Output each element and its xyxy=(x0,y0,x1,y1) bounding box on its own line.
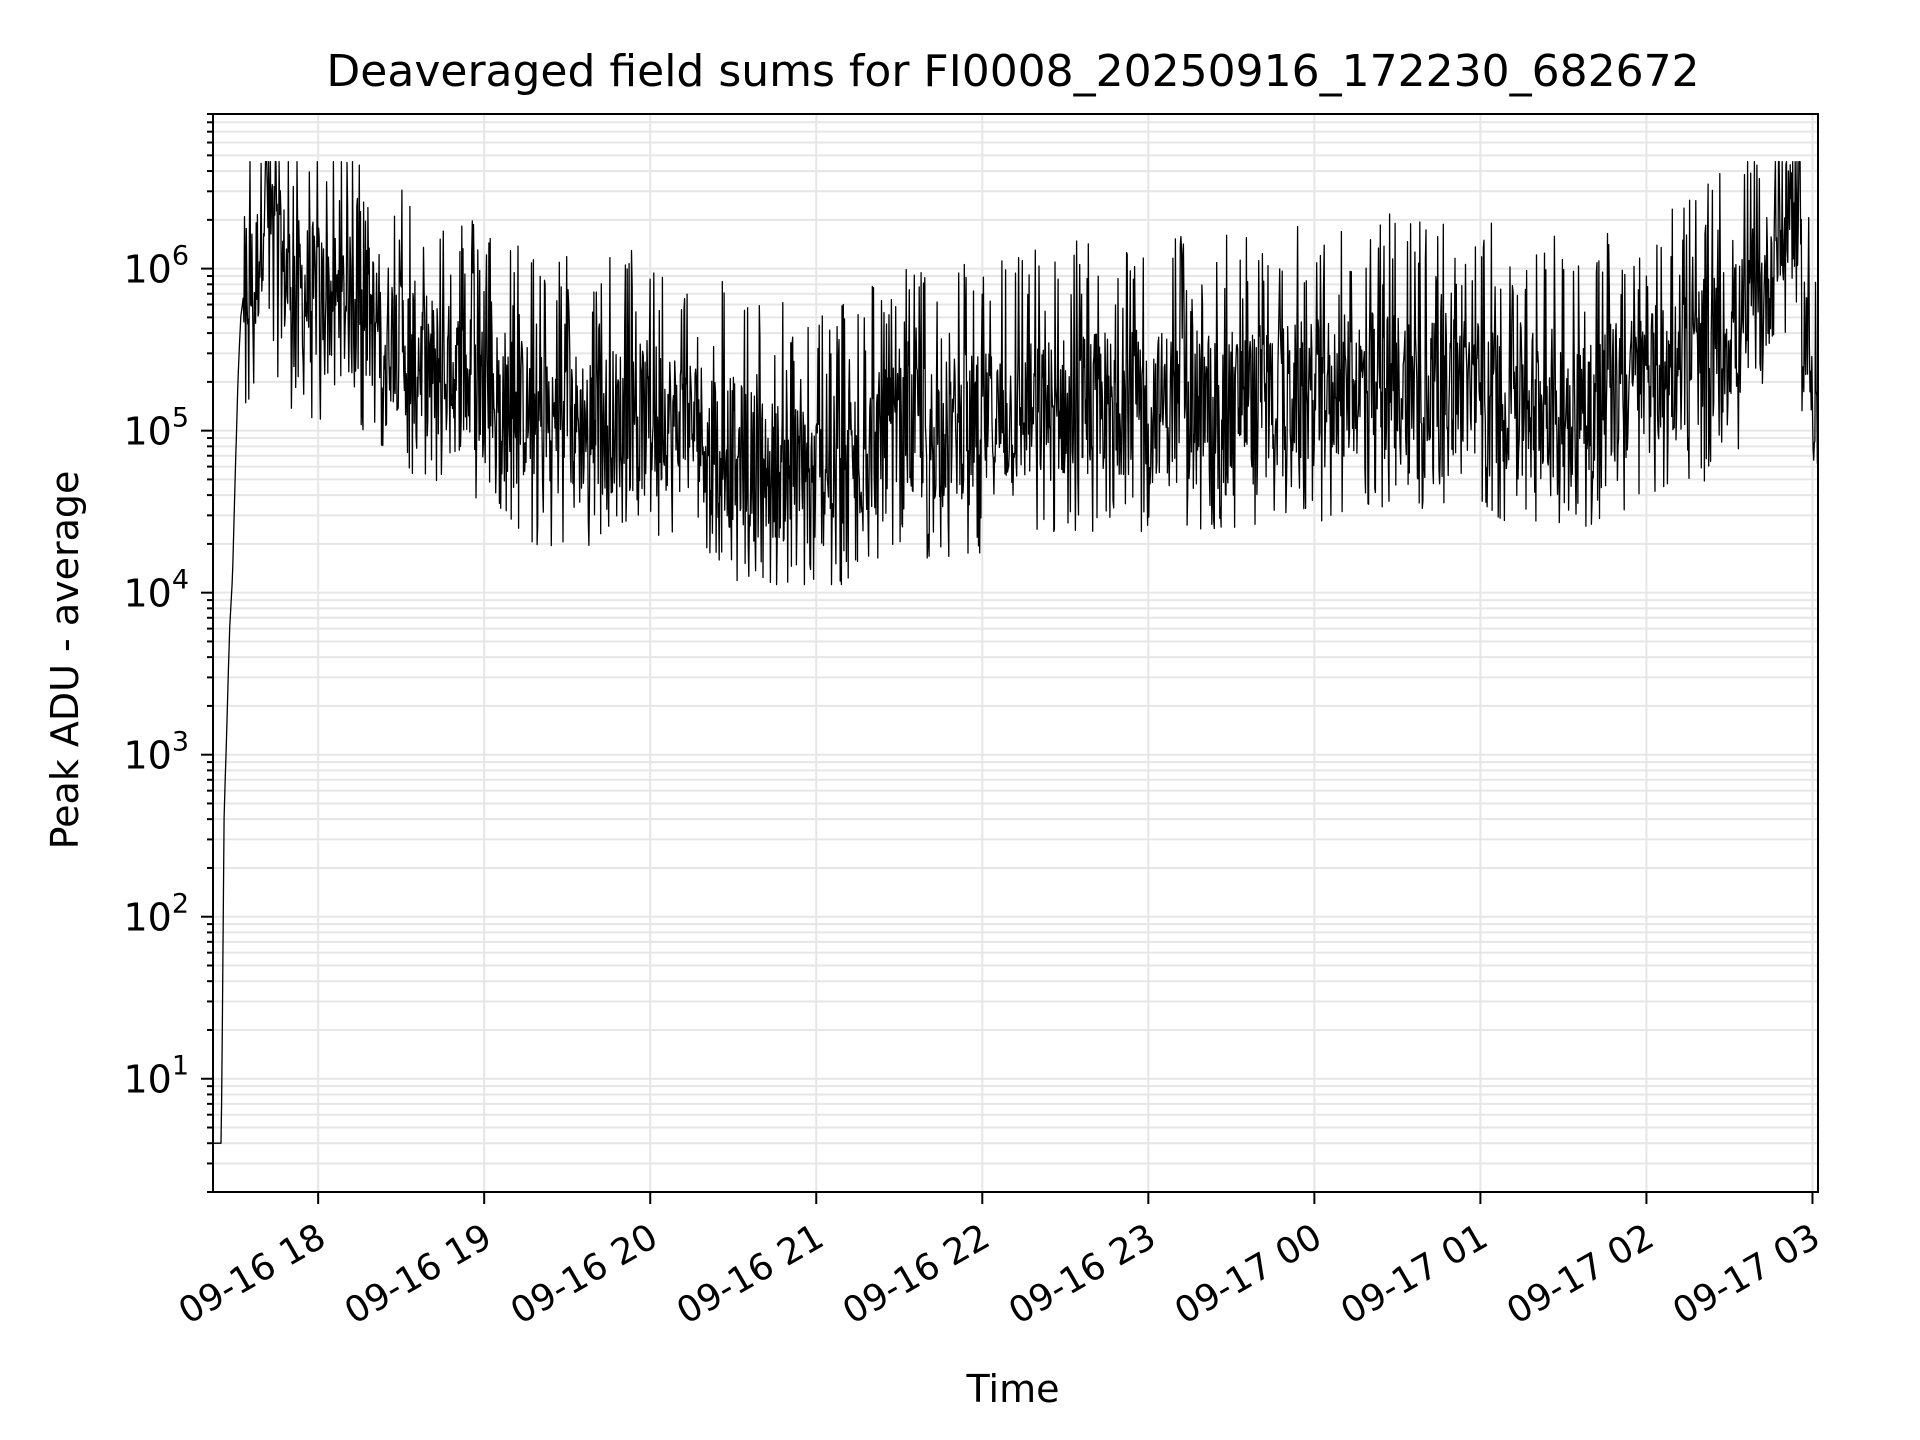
x-tick-label: 09-16 18 xyxy=(172,1216,333,1332)
x-tick-label: 09-16 20 xyxy=(504,1216,665,1332)
x-axis-label: Time xyxy=(966,1367,1060,1411)
y-tick-label: 101 xyxy=(123,1051,189,1102)
x-tick-label: 09-17 00 xyxy=(1168,1216,1329,1332)
y-tick-label: 105 xyxy=(123,403,189,454)
x-axis: 09-16 18 09-16 19 09-16 20 09-16 21 09-16 22… xyxy=(172,1192,1827,1333)
y-tick-label: 103 xyxy=(123,727,189,778)
x-tick-label: 09-17 01 xyxy=(1334,1216,1495,1332)
x-tick-label: 09-16 23 xyxy=(1002,1216,1163,1332)
chart-title: Deaveraged field sums for FI0008_2025091… xyxy=(326,46,1699,97)
y-tick-label: 104 xyxy=(123,565,189,616)
x-tick-label: 09-17 03 xyxy=(1666,1216,1827,1332)
y-tick-label: 106 xyxy=(123,241,189,292)
y-axis: 101 102 103 104 105 106 xyxy=(123,113,213,1193)
plot-frame xyxy=(212,113,1819,1193)
series-line xyxy=(212,161,1819,1144)
series-layer xyxy=(212,161,1819,1144)
x-tick-label: 09-16 21 xyxy=(670,1216,831,1332)
x-tick-label: 09-17 02 xyxy=(1500,1216,1661,1332)
x-tick-label: 09-16 22 xyxy=(836,1216,997,1332)
y-axis-label: Peak ADU - average xyxy=(43,471,87,850)
y-tick-label: 102 xyxy=(123,889,189,940)
x-tick-label: 09-16 19 xyxy=(338,1216,499,1332)
